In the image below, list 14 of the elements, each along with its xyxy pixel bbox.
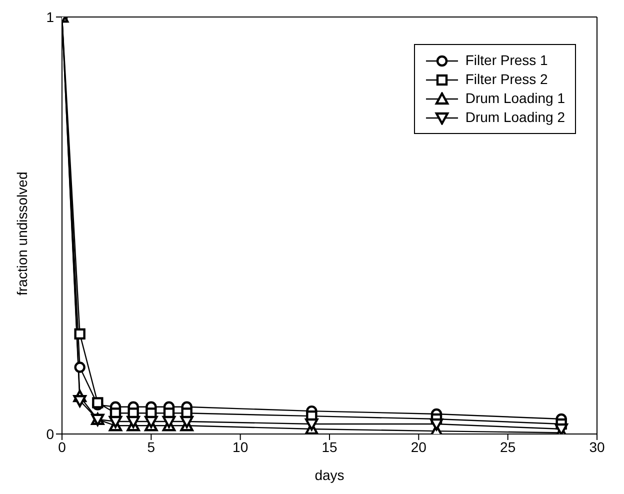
x-tick-label: 15 — [322, 438, 338, 455]
legend-label: Drum Loading 1 — [465, 89, 565, 108]
x-tick-label: 10 — [232, 438, 248, 455]
x-tick-label: 30 — [589, 438, 605, 455]
x-axis-title: days — [314, 467, 344, 483]
legend-label: Drum Loading 2 — [465, 108, 565, 127]
legend-label: Filter Press 2 — [465, 70, 548, 89]
x-tick-label: 0 — [58, 438, 66, 455]
x-tick-label: 20 — [410, 438, 427, 455]
y-axis-title: fraction undissolved — [14, 172, 30, 296]
legend-label: Filter Press 1 — [465, 51, 548, 70]
x-tick-label: 25 — [500, 438, 516, 455]
y-tick-label: 1 — [46, 8, 54, 25]
x-tick-label: 5 — [147, 438, 156, 455]
